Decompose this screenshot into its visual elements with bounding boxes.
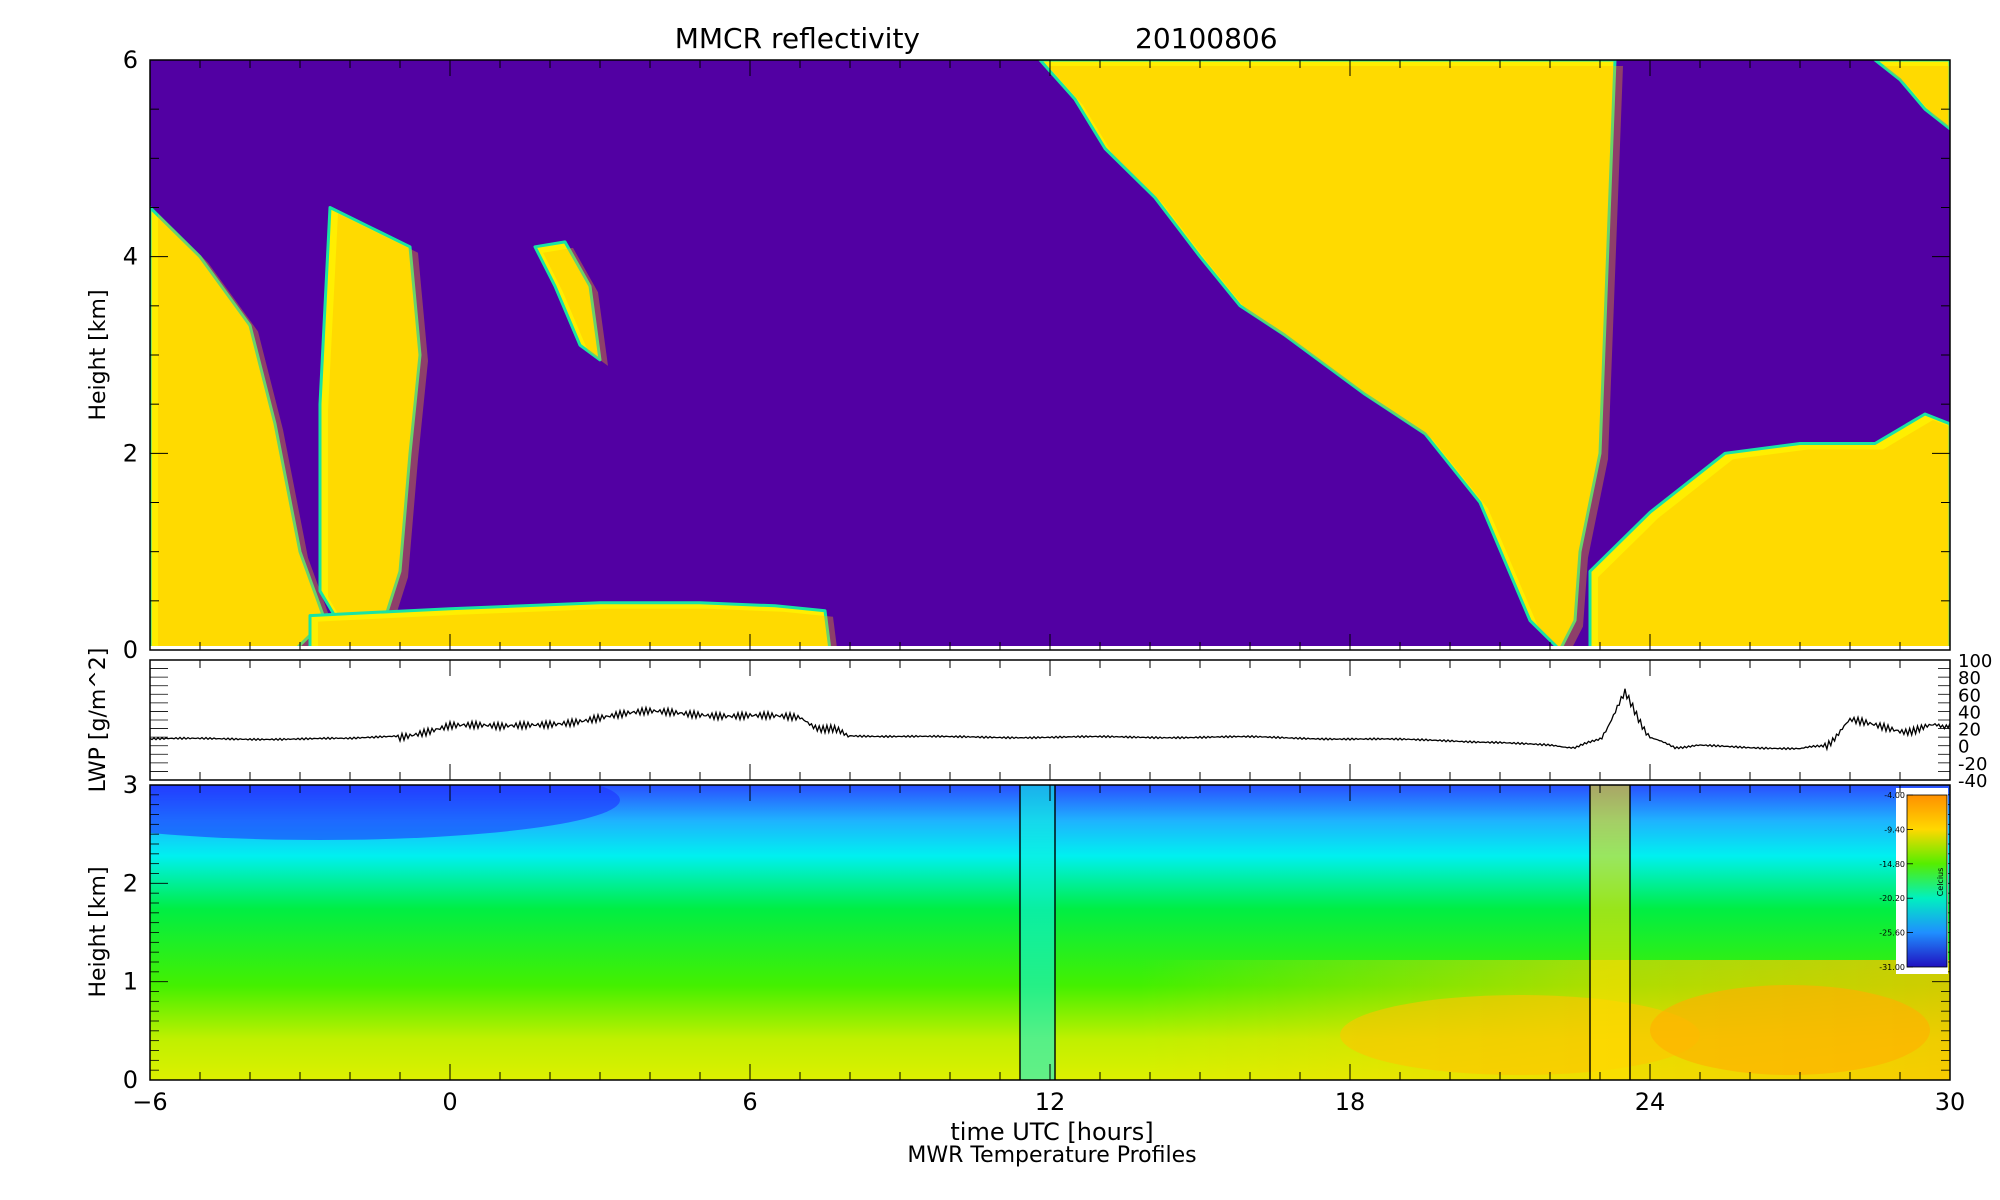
x-tick-label: 18 [1335,1088,1366,1116]
warm-core-2 [1650,985,1930,1075]
cloud-region-4 [533,240,602,362]
temperature-y-tick-label: 3 [123,771,138,799]
x-tick-label: 6 [742,1088,757,1116]
colorbar-ticks: -4.00 -9.40 -14.80 -20.20 -25.60 -31.00 [1879,791,1913,972]
cloud-region-5 [1038,60,1617,650]
x-axis-ticks: −6 0 6 12 18 24 30 [132,60,1965,1116]
reflectivity-y-tick-label: 2 [123,439,138,467]
colorbar-tick-label: -9.40 [1884,825,1905,834]
cold-top [150,785,620,840]
cloud-region-core-1 [158,213,333,650]
x-tick-label: 12 [1035,1088,1066,1116]
temperature-gap-fill [1590,785,1630,1080]
cloud-region-core-5 [1048,66,1623,650]
temperature-y-tick-label: 0 [123,1066,138,1094]
x-tick-label: 0 [442,1088,457,1116]
colorbar-tick-label: -25.60 [1879,929,1905,938]
colorbar-label: Celcius [1936,868,1945,897]
cloud-region-core-3 [318,608,838,650]
temperature-y-tick-label: 2 [123,869,138,897]
lwp-y-tick-label: 80 [1958,668,1981,689]
colorbar-tick-label: -14.80 [1879,860,1905,869]
reflectivity-panel: 0 2 4 6 Height [km] [86,46,1951,664]
temperature-gaps [1019,785,1631,1080]
bottom-caption: MWR Temperature Profiles [907,1143,1196,1168]
reflectivity-y-axis-label: Height [km] [86,289,111,420]
colorbar-tick-label: -31.00 [1879,963,1905,972]
temperature-y-axis-label: Height [km] [86,866,111,997]
cloud-region-core-2 [328,213,428,650]
temperature-y-tick-label: 1 [123,968,138,996]
cloud-regions [150,60,1950,650]
colorbar-gradient [1906,794,1948,968]
cloud-region-core-7 [1883,66,1950,129]
lwp-y-tick-label: 100 [1958,651,1992,672]
colorbar: -4.00 -9.40 -14.80 -20.20 -25.60 -31.00 Celci… [1879,788,1948,974]
lwp-y-tick-label: 20 [1958,720,1981,741]
lwp-frame [149,659,1951,781]
lwp-y-tick-label: -20 [1958,754,1987,775]
lwp-series-line [149,688,1951,752]
colorbar-tick-label: -20.20 [1879,894,1905,903]
x-tick-label: −6 [132,1088,167,1116]
lwp-y-tick-label: 0 [1958,737,1969,758]
cloud-region-2 [318,206,422,650]
reflectivity-y-tick-label: 0 [123,636,138,664]
reflectivity-y-tick-label: 4 [123,243,138,271]
cloud-region-3 [308,601,832,650]
chart-date: 20100806 [1135,22,1278,55]
warm-core-1 [1340,995,1700,1075]
lwp-y-axis-label: LWP [g/m^2] [86,648,111,793]
temperature-gap-fill [1020,785,1055,1080]
chart-title: MMCR reflectivity [675,22,920,55]
reflectivity-y-ticks: 0 2 4 6 [123,46,1950,664]
reflectivity-y-tick-label: 6 [123,46,138,74]
x-tick-label: 24 [1635,1088,1666,1116]
x-axis-label: time UTC [hours] [950,1118,1153,1146]
lwp-y-tick-label: 40 [1958,702,1981,723]
cloud-region-core-4 [543,247,608,366]
cloud-region-7 [1873,60,1950,131]
colorbar-tick-label: -4.00 [1884,791,1905,800]
lwp-y-tick-label: -40 [1958,771,1987,792]
lwp-y-tick-label: 60 [1958,685,1981,706]
cloud-region-core-6 [1598,420,1950,650]
cloud-region-6 [1588,412,1950,650]
x-tick-label: 30 [1935,1088,1966,1116]
